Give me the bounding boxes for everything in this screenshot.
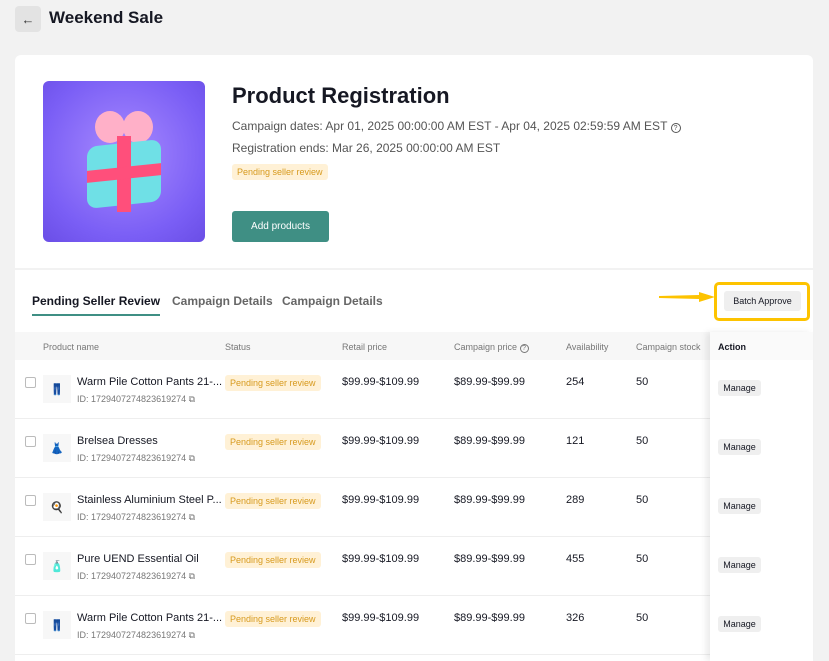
availability: 121 [566,435,585,447]
product-name[interactable]: Warm Pile Cotton Pants 21-... [77,376,223,388]
product-thumbnail: 🍳 [43,493,71,521]
availability: 455 [566,553,585,565]
product-thumbnail: 👖 [43,611,71,639]
product-id: ID: 1729407274823619274 ⧉ [77,571,196,581]
campaign-price: $89.99-$99.99 [454,494,525,506]
help-icon[interactable]: ? [519,344,529,353]
table-row: 👖 Warm Pile Cotton Pants 21-... ID: 1729… [15,596,813,655]
status-badge: Pending seller review [225,434,321,450]
availability: 326 [566,612,585,624]
status-badge: Pending seller review [232,164,328,180]
tab-pending-seller-review[interactable]: Pending Seller Review [32,294,161,316]
table-row: 👗 Brelsea Dresses ID: 172940727482361927… [15,419,813,478]
row-checkbox[interactable] [25,495,36,506]
row-checkbox[interactable] [25,554,36,565]
registration-ends: Registration ends: Mar 26, 2025 00:00:00… [232,141,501,155]
campaign-title: Product Registration [232,83,450,108]
manage-button[interactable]: Manage [718,439,761,455]
help-icon[interactable]: ? [670,123,681,133]
arrow-pointer-icon [659,292,715,302]
campaign-stock: 50 [636,435,649,447]
product-name[interactable]: Warm Pile Cotton Pants 21-... [77,612,223,624]
col-status: Status [225,342,251,352]
campaign-price: $89.99-$99.99 [454,376,525,388]
manage-button[interactable]: Manage [718,380,761,396]
availability: 289 [566,494,585,506]
row-checkbox[interactable] [25,613,36,624]
product-name[interactable]: Brelsea Dresses [77,435,158,447]
table-row: 🍳 Stainless Aluminium Steel P... ID: 172… [15,478,813,537]
col-campaign-price: Campaign price ? [454,342,529,353]
col-availability: Availability [566,342,609,352]
campaign-card: Product Registration Campaign dates: Apr… [15,55,813,661]
status-badge: Pending seller review [225,375,321,391]
copy-icon[interactable]: ⧉ [188,571,196,581]
product-thumbnail: 👖 [43,375,71,403]
retail-price: $99.99-$109.99 [342,494,420,506]
product-id: ID: 1729407274823619274 ⧉ [77,453,196,463]
product-id: ID: 1729407274823619274 ⧉ [77,512,196,522]
copy-icon[interactable]: ⧉ [188,394,196,404]
copy-icon[interactable]: ⧉ [188,512,196,522]
product-name[interactable]: Pure UEND Essential Oil [77,553,199,565]
product-id: ID: 1729407274823619274 ⧉ [77,630,196,640]
status-badge: Pending seller review [225,493,321,509]
arrow-left-icon: ← [21,11,35,27]
add-products-button[interactable]: Add products [232,211,329,242]
campaign-stock: 50 [636,553,649,565]
batch-approve-button[interactable]: Batch Approve [724,291,801,311]
retail-price: $99.99-$109.99 [342,553,420,565]
tab-campaign-details[interactable]: Campaign Details [172,294,273,308]
campaign-price: $89.99-$99.99 [454,553,525,565]
highlight-box [714,282,810,321]
row-checkbox[interactable] [25,377,36,388]
col-retail-price: Retail price [342,342,388,352]
row-checkbox[interactable] [25,436,36,447]
manage-button[interactable]: Manage [718,616,761,632]
retail-price: $99.99-$109.99 [342,435,420,447]
col-action: Action [710,332,813,360]
gift-image [43,81,205,242]
copy-icon[interactable]: ⧉ [188,630,196,640]
page-title: Weekend Sale [49,8,164,27]
campaign-dates: Campaign dates: Apr 01, 2025 00:00:00 AM… [232,119,668,133]
campaign-price: $89.99-$99.99 [454,435,525,447]
status-badge: Pending seller review [225,552,321,568]
table-header: Product name Status Retail price Campaig… [15,332,813,360]
campaign-stock: 50 [636,612,649,624]
campaign-stock: 50 [636,494,649,506]
retail-price: $99.99-$109.99 [342,376,420,388]
table-row: 👖 Warm Pile Cotton Pants 21-... ID: 1729… [15,360,813,419]
product-name[interactable]: Stainless Aluminium Steel P... [77,494,222,506]
col-campaign-stock: Campaign stock [636,342,701,352]
tab-campaign-details-2[interactable]: Campaign Details [282,294,383,308]
col-product-name: Product name [43,342,100,352]
manage-button[interactable]: Manage [718,498,761,514]
product-id: ID: 1729407274823619274 ⧉ [77,394,196,404]
product-thumbnail: 🧴 [43,552,71,580]
product-thumbnail: 👗 [43,434,71,462]
table-row: 🧴 Pure UEND Essential Oil ID: 1729407274… [15,537,813,596]
campaign-stock: 50 [636,376,649,388]
status-badge: Pending seller review [225,611,321,627]
back-button[interactable]: ← [15,6,41,32]
retail-price: $99.99-$109.99 [342,612,420,624]
manage-button[interactable]: Manage [718,557,761,573]
copy-icon[interactable]: ⧉ [188,453,196,463]
action-column: Action Manage Manage Manage Manage Manage [710,332,813,661]
campaign-price: $89.99-$99.99 [454,612,525,624]
availability: 254 [566,376,585,388]
